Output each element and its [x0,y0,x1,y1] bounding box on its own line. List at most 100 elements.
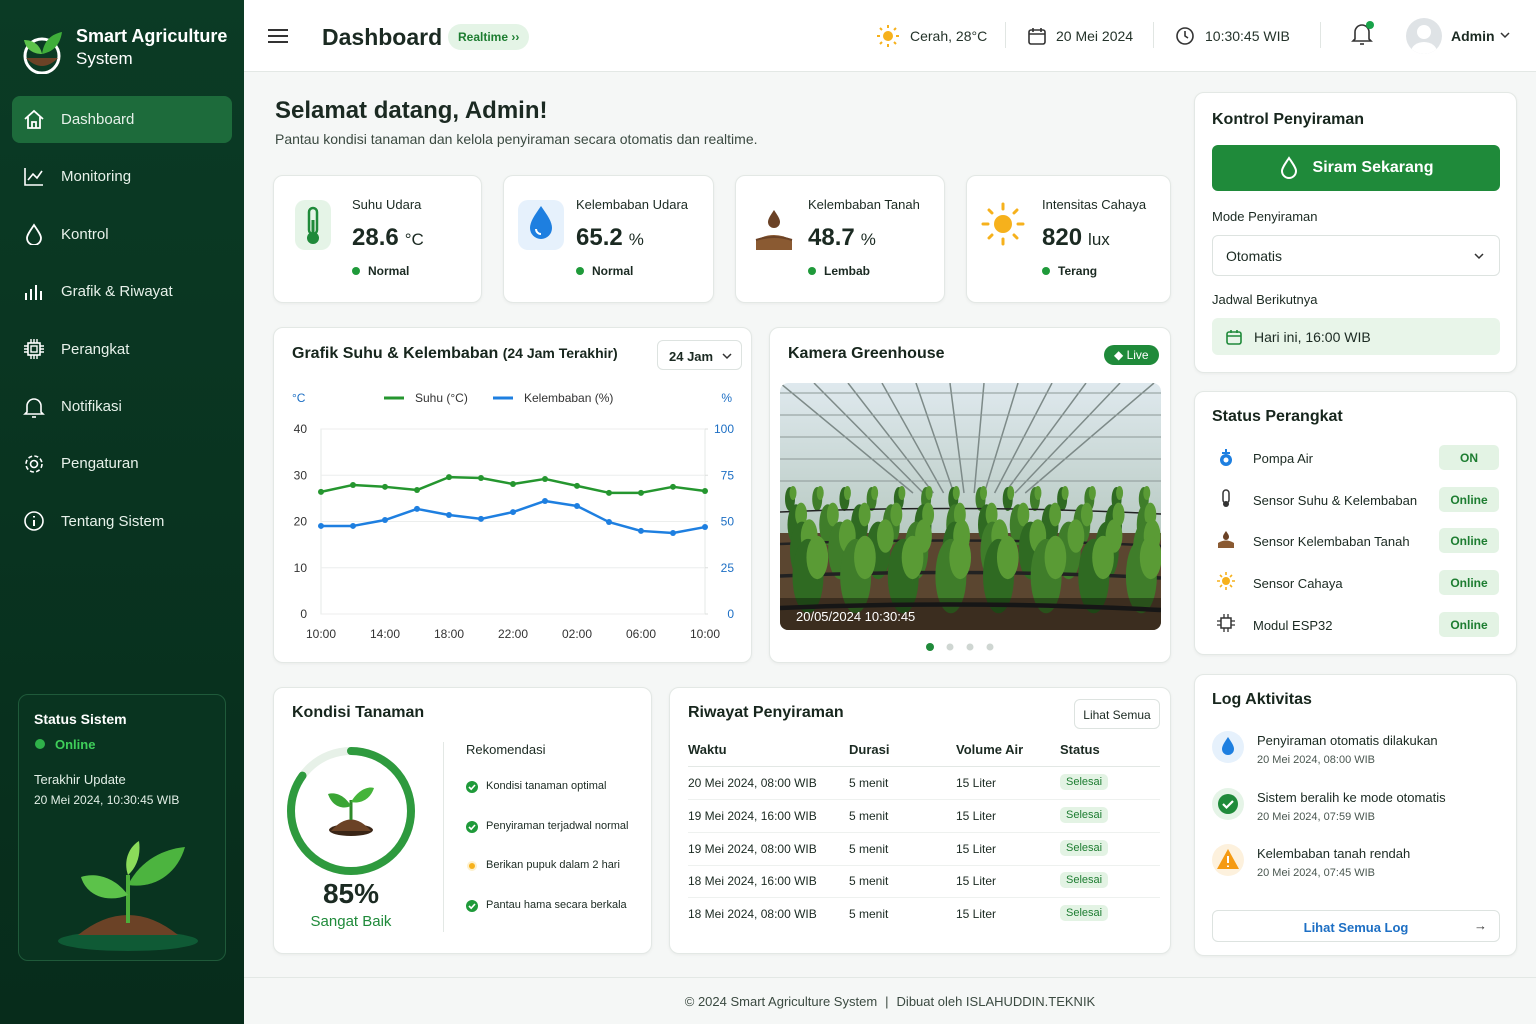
plant-title: Kondisi Tanaman [292,704,425,721]
stat-value-wrap: 28.6 °C [352,224,424,252]
nav-icon [24,511,44,532]
nav-label: Notifikasi [61,398,122,415]
footer: © 2024 Smart Agriculture System | Dibuat o… [244,977,1536,1024]
device-icon [1218,531,1234,549]
update-label: Terakhir Update [34,772,126,787]
status-pill: Selesai [1060,774,1109,790]
button-text: Siram Sekarang [1312,159,1434,176]
data-point [638,489,644,496]
realtime-badge: Realtime ›› [448,24,530,50]
nav-item[interactable]: Monitoring [12,153,232,200]
nav-label: Perangkat [61,340,130,358]
row-rule [688,799,1160,800]
data-point [318,488,324,495]
device-icon [1220,449,1232,466]
stat-label: Kelembaban Udara [576,197,689,212]
sidebar: Smart Agriculture System Dashboard Monito… [0,0,244,1024]
nav-item[interactable]: Perangkat [12,326,232,373]
nav-icon [23,397,45,418]
table-header: Durasi [849,742,890,757]
nav-item[interactable]: Pengaturan [12,440,232,487]
date: 20 Mei 2024 [1028,0,1133,72]
data-point [318,522,324,529]
data-point [382,483,388,490]
status-pill: Selesai [1060,806,1109,823]
log-time: 20 Mei 2024, 07:45 WIB [1257,867,1376,879]
schedule-text: Hari ini, 16:00 WIB [1254,328,1371,345]
table-cell: 5 menit [849,907,889,922]
nav-icon [24,339,44,360]
camera-card: Kamera Greenhouse ◆ Live 20/05/2024 10:3… [769,327,1171,663]
user-name[interactable]: Admin [1451,28,1495,44]
stat-value: 28.6 [352,224,399,251]
sun-icon [877,25,899,47]
stat-label: Suhu Udara [352,197,422,212]
nav-item[interactable]: Notifikasi [12,383,232,430]
page-title: Dashboard [322,24,443,50]
data-point [670,529,676,536]
table-cell: 5 menit [849,776,889,790]
carousel-dots[interactable] [925,642,1000,652]
data-point [446,474,452,481]
see-all-log-button[interactable]: Lihat Semua Log → [1212,910,1500,942]
notification-bell[interactable] [1351,20,1375,48]
mode-caret [1474,253,1484,260]
control-card: Kontrol Penyiraman Siram Sekarang Mode P… [1194,92,1517,373]
stat-unit: % [860,230,876,249]
log-text: Kelembaban tanah rendah [1257,846,1411,861]
user-caret [1500,32,1510,39]
avatar[interactable] [1406,18,1442,54]
nav-label: Pengaturan [61,455,139,473]
rec-icon [466,820,478,833]
status-dot [576,267,584,275]
data-point [414,487,420,494]
device-name: Modul ESP32 [1253,617,1333,633]
table-cell: 15 Liter [956,841,997,856]
brand-line: Smart Agriculture [76,26,228,46]
device-name: Sensor Suhu & Kelembaban [1253,492,1418,508]
status-pill: Selesai [1060,872,1109,889]
y-tick-label: 40 [294,422,308,436]
nav-item[interactable]: Kontrol [12,211,232,258]
chart-card: Grafik Suhu & Kelembaban (24 Jam Terakhi… [273,327,752,663]
divider [1005,22,1006,48]
stat-value: 820 [1042,224,1083,251]
stat-icon [518,200,564,250]
device-name: Pompa Air [1253,451,1313,466]
chart: °C % 0 10 20 30 40 0 25 50 75 100 10:00 14:00 18:00 22:… [292,391,734,641]
table-cell: 15 Liter [956,808,997,823]
control-title: Kontrol Penyiraman [1212,111,1365,128]
devices-card: Status Perangkat Pompa Air ON Sensor Suhu … [1194,391,1517,655]
range-select[interactable]: 24 Jam [657,340,742,370]
nav-item[interactable]: Dashboard [12,96,232,143]
data-point [702,487,708,494]
data-point [478,515,484,522]
plant-card: Kondisi Tanaman 85% Sangat Baik Rekomend… [273,687,652,954]
water-now-button[interactable]: Siram Sekarang [1212,145,1500,191]
table-header: Status [1060,742,1100,757]
legend-label: Suhu (°C) [415,391,468,405]
y2-tick-label: 0 [727,607,734,621]
status-pill: Selesai [1060,839,1109,856]
history-title: Riwayat Penyiraman [688,704,844,721]
mode-select[interactable]: Otomatis [1212,235,1500,276]
button-text: Lihat Semua Log [1303,920,1409,935]
chart-title-wrap: Grafik Suhu & Kelembaban (24 Jam Terakhi… [292,345,618,363]
y-axis-label: °C [292,391,306,405]
range-caret [722,353,732,360]
nav-label: Monitoring [61,168,132,186]
history-card: Riwayat Penyiraman Lihat Semua Waktu Dura… [669,687,1171,954]
status-state: Online [55,737,96,752]
arrow: → [1474,918,1487,933]
rec-icon [467,861,477,871]
log-icon [1212,787,1244,820]
menu-toggle[interactable] [268,28,288,44]
log-time: 20 Mei 2024, 07:59 WIB [1257,810,1376,823]
plant-score: 85% [322,878,380,909]
nav-item[interactable]: Tentang Sistem [12,498,232,545]
data-point [510,481,516,488]
nav-item[interactable]: Grafik & Riwayat [12,268,232,315]
camera-feed[interactable] [780,383,1161,630]
see-all-button[interactable]: Lihat Semua [1074,699,1160,729]
